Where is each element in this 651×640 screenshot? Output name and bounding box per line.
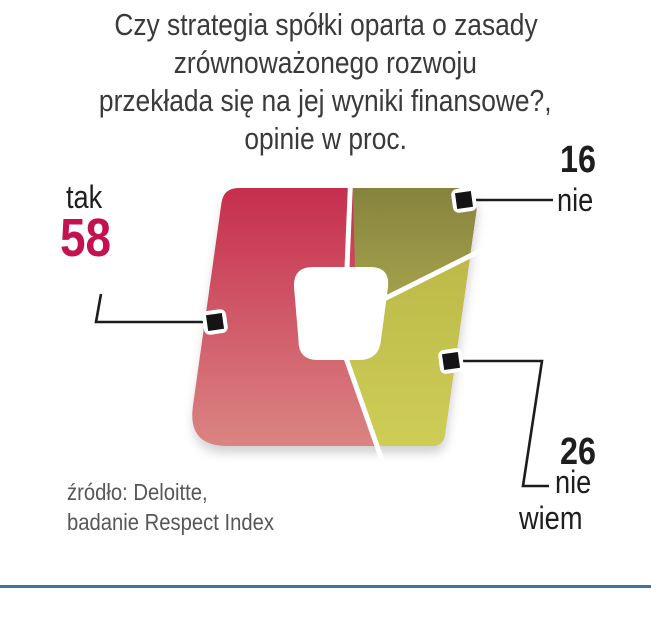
source-note: źródło: Deloitte, badanie Respect Index [67, 477, 274, 537]
source-line-2: badanie Respect Index [67, 509, 275, 535]
label-tak: tak [66, 179, 103, 215]
title-line-2: zrównoważonego rozwoju [173, 45, 478, 80]
value-nie: 16 [560, 139, 596, 181]
donut-hole [293, 267, 389, 360]
divider-niewiem-tak [343, 355, 385, 463]
title-line-4: opinie w proc. [244, 121, 407, 156]
segment-nie[interactable] [352, 160, 525, 302]
value-nie-wiem: 26 [560, 431, 596, 473]
callout-marker-tak [202, 309, 228, 335]
source-line-1: źródło: Deloitte, [67, 479, 208, 505]
callout-marker-nie-wiem [438, 348, 464, 374]
connector-nie-wiem [456, 359, 549, 488]
callout-marker-nie [451, 187, 477, 213]
title-line-1: Czy strategia spółki oparta o zasady [113, 7, 538, 42]
chart-title: Czy strategia spółki oparta o zasady zró… [0, 6, 651, 158]
title-line-3: przekłada się na jej wyniki finansowe?, [99, 83, 552, 118]
callout-markers [202, 187, 477, 374]
label-nie-wiem-line2: wiem [519, 500, 583, 536]
bottom-divider-rule [0, 585, 651, 588]
connector-tak [94, 293, 208, 324]
label-nie-wiem-line1: nie [555, 464, 592, 500]
label-nie: nie [557, 182, 594, 218]
divider-nie-niewiem [375, 237, 505, 305]
value-tak: 58 [60, 208, 112, 268]
callout-connectors [94, 198, 553, 488]
